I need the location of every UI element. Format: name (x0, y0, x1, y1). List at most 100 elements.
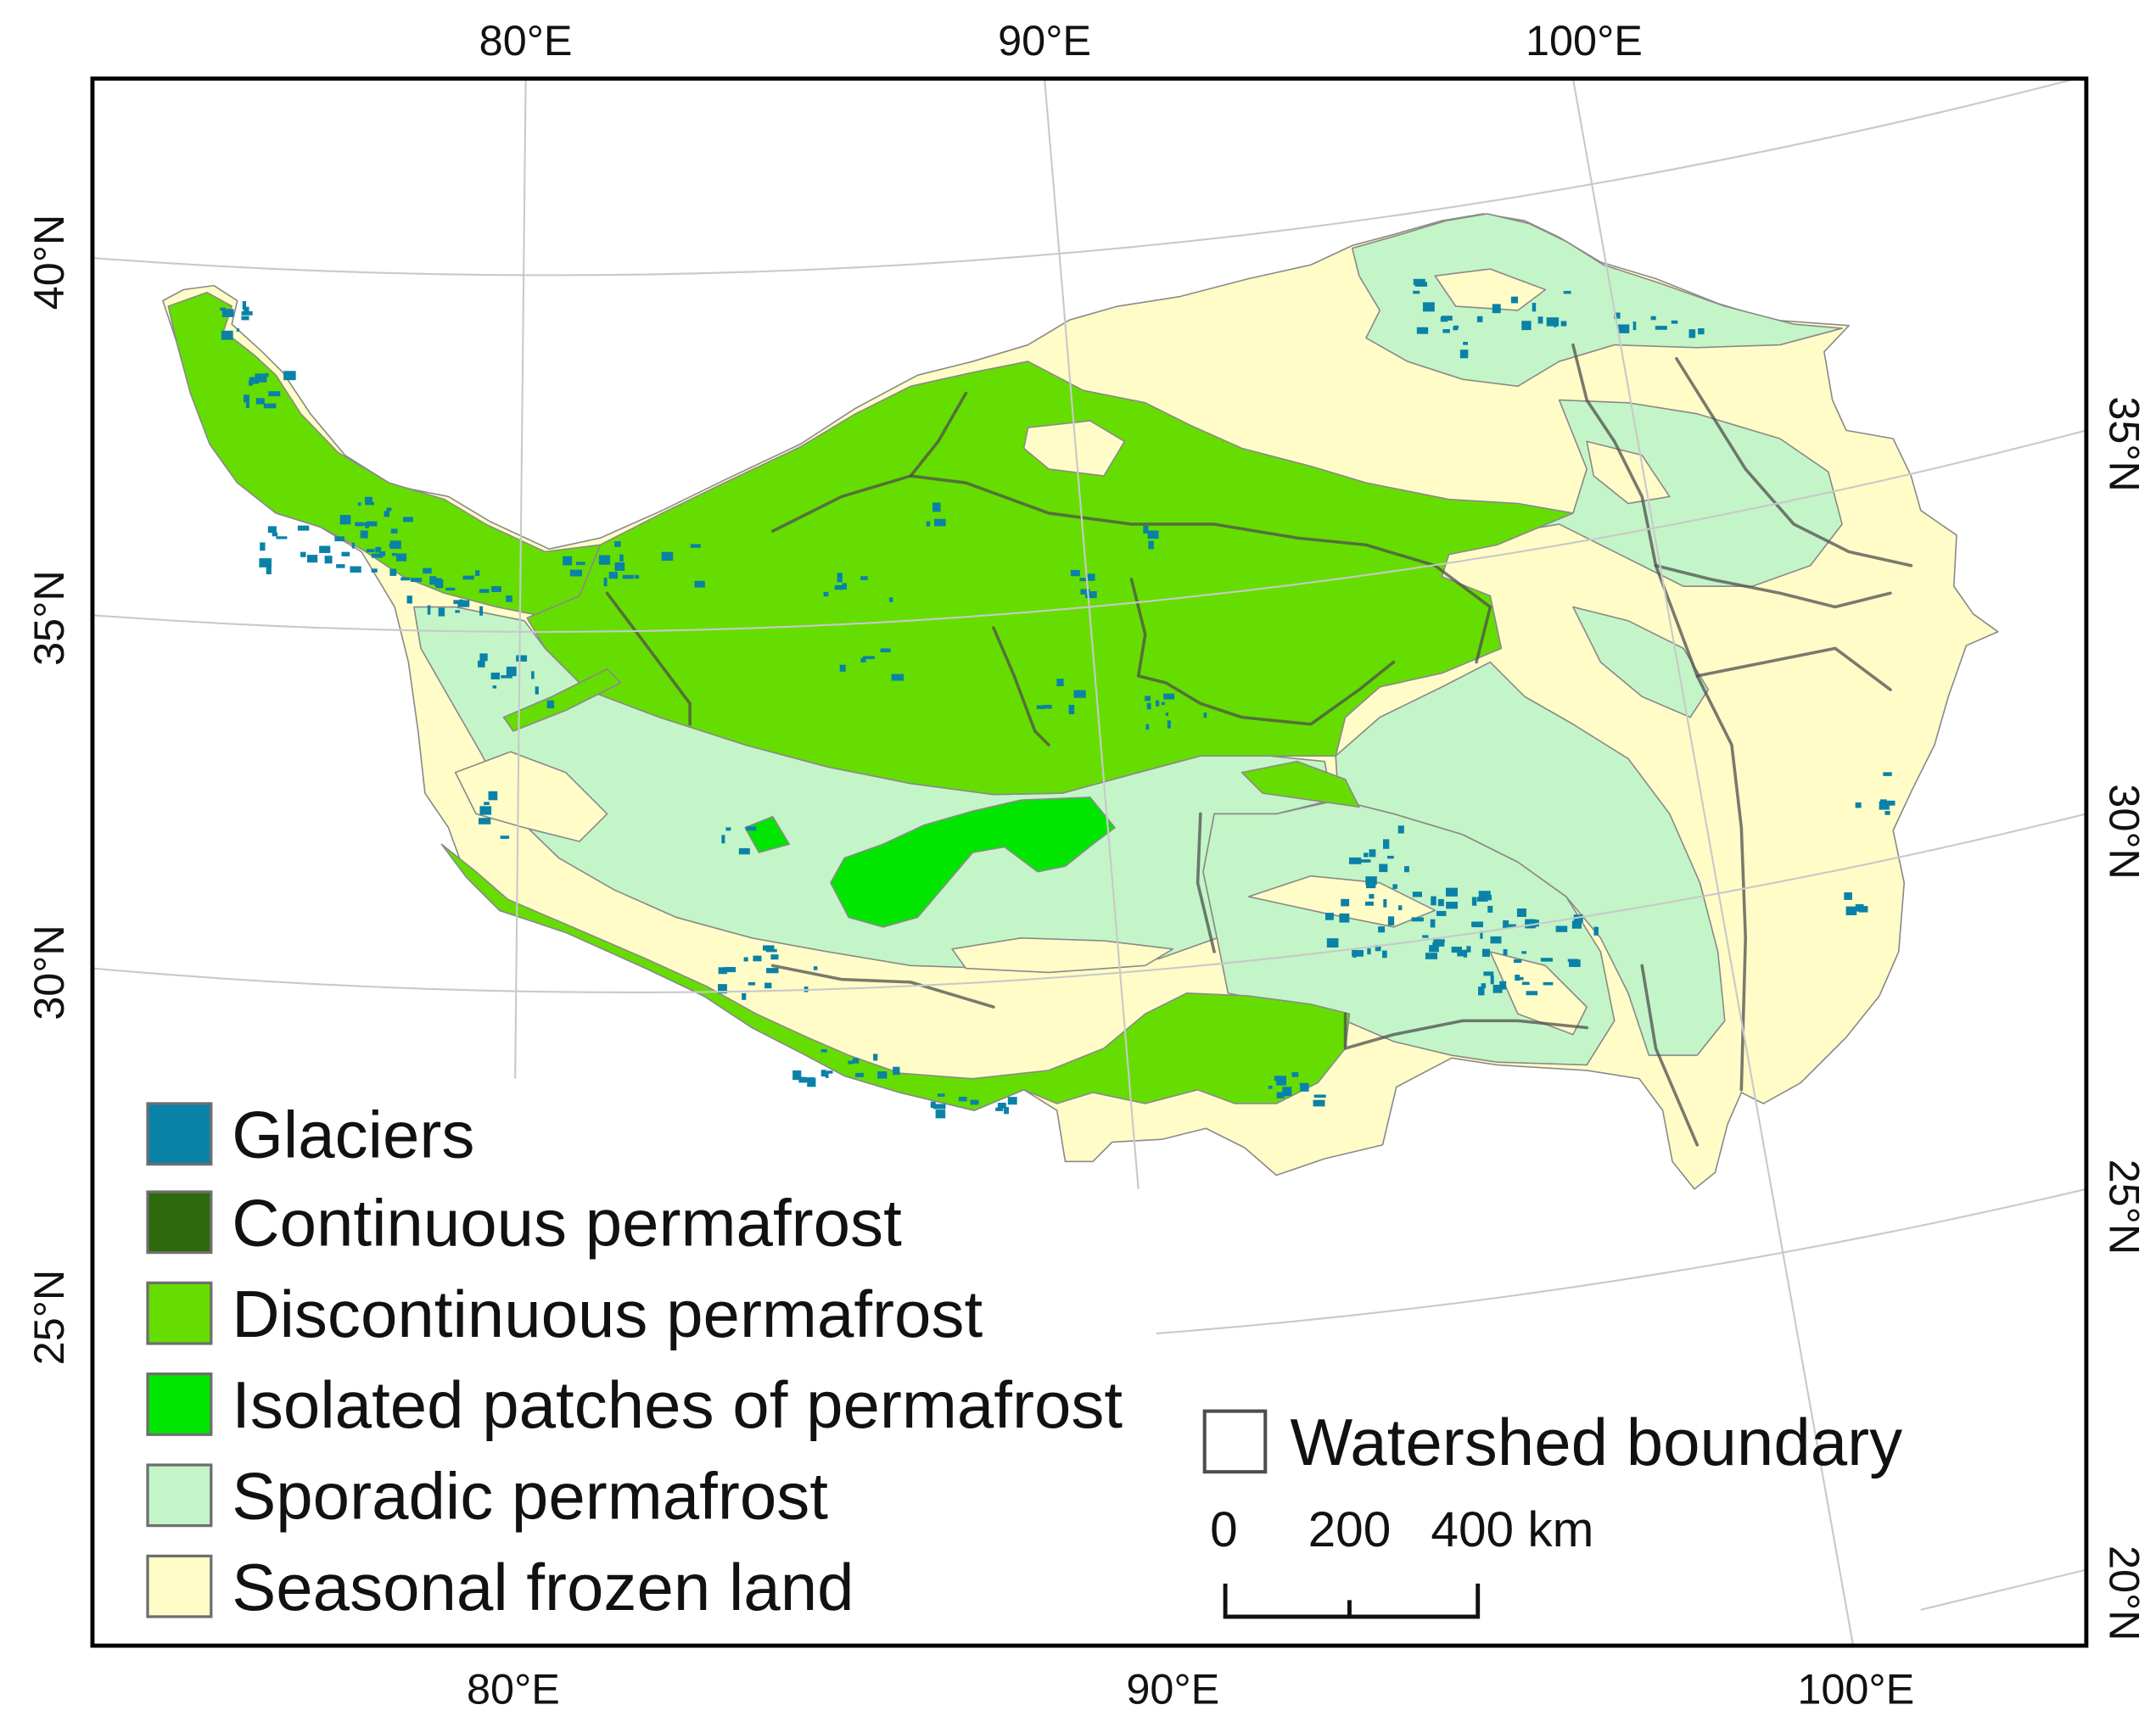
glacier-patch (1632, 321, 1637, 331)
glacier-patch (241, 316, 249, 321)
legend-label-isolated-permafrost: Isolated patches of permafrost (232, 1367, 1123, 1442)
watershed-line (605, 591, 692, 726)
left-label-40n: 40°N (25, 215, 73, 310)
watershed-line (1675, 357, 1913, 567)
glacier-patch (255, 373, 267, 383)
glacier-patch (792, 1070, 802, 1081)
glacier-patch (1398, 905, 1403, 910)
glacier-patch (1884, 811, 1890, 815)
glacier-patch (839, 664, 846, 672)
glacier-patch (753, 955, 762, 962)
legend-item-isolated-permafrost: Isolated patches of permafrost (146, 1367, 1123, 1442)
glacier-patch (1532, 302, 1537, 312)
glacier-patch (267, 526, 277, 534)
glacier-patch (406, 595, 412, 604)
glacier-patch (391, 552, 396, 556)
glacier-patch (1471, 897, 1477, 906)
legend-item-seasonal-frozen-land: Seasonal frozen land (146, 1550, 854, 1624)
glacier-patch (490, 672, 501, 679)
glacier-patch (932, 502, 941, 512)
legend-swatch-isolated-permafrost (146, 1372, 213, 1436)
right-label-20n: 20°N (2101, 1546, 2149, 1641)
glacier-patch (1433, 939, 1445, 943)
glacier-patch (438, 607, 445, 617)
glacier-patch (1268, 1085, 1273, 1089)
glacier-patch (1079, 578, 1088, 582)
glacier-patch (1378, 926, 1386, 933)
watershed-line (1695, 646, 1892, 691)
discontinuous-permafrost-patch (1240, 760, 1360, 808)
glacier-patch (930, 1101, 936, 1109)
glacier-patch (479, 653, 488, 662)
glacier-patch (1476, 897, 1488, 902)
glacier-patch (445, 587, 456, 591)
glacier-patch (297, 525, 310, 531)
glacier-patch (837, 573, 843, 583)
glacier-patch (1145, 696, 1151, 701)
glacier-patch (1070, 569, 1080, 577)
glacier-patch (1007, 1097, 1017, 1105)
glacier-patch (365, 496, 372, 506)
glacier-patch (888, 597, 893, 602)
sporadic-permafrost-region-northeast (1351, 213, 1843, 388)
glacier-patch (603, 578, 608, 587)
glacier-patch (1441, 316, 1453, 321)
scale-label-400-km: 400 km (1431, 1502, 1593, 1557)
glacier-patch (1593, 926, 1599, 936)
glacier-patch (1387, 855, 1394, 859)
glacier-patch (1453, 325, 1459, 329)
glacier-patch (350, 566, 361, 573)
legend-label-discontinuous-permafrost: Discontinuous permafrost (232, 1277, 983, 1351)
glacier-patch (933, 1104, 946, 1110)
glacier-patch (598, 555, 611, 565)
glacier-patch (1560, 321, 1567, 327)
glacier-patch (1004, 1107, 1009, 1115)
glacier-patch (933, 518, 946, 527)
watershed-line (1640, 964, 1700, 1147)
graticule (92, 78, 2086, 1646)
scale-bar: 0 200 400 km (1210, 1502, 1593, 1619)
graticule-parallel-20n (1920, 1568, 2086, 1611)
legend-label-watershed-boundary: Watershed boundary (1291, 1405, 1903, 1479)
glacier-patch (334, 536, 344, 542)
glacier-patch (1858, 906, 1868, 913)
glacier-patch (852, 1058, 860, 1064)
glacier-patch (770, 954, 779, 960)
glacier-patch (366, 549, 375, 553)
glacier-patch (1437, 898, 1444, 907)
glacier-patch (245, 401, 249, 409)
legend-item-watershed-boundary: Watershed boundary (1202, 1405, 1903, 1479)
glacier-patch (339, 515, 351, 525)
glacier-patch (1503, 948, 1508, 956)
glacier-patch (614, 541, 621, 547)
glacier-patch (220, 307, 227, 311)
glacier-patch (1487, 905, 1493, 913)
glacier-patch (1313, 1099, 1325, 1107)
glacier-patch (506, 666, 517, 677)
glacier-patch (1085, 590, 1097, 599)
glacier-patch (746, 826, 757, 831)
glacier-patch (694, 580, 705, 588)
glacier-patch (479, 589, 490, 593)
glacier-patch (762, 945, 775, 951)
scale-label-400: 400 (1431, 1502, 1514, 1557)
watershed-line (1433, 563, 1492, 664)
legend-swatch-discontinuous-permafrost (146, 1281, 213, 1345)
glacier-patch (804, 1077, 815, 1083)
glacier-patch (341, 551, 350, 556)
isolated-permafrost-region (830, 797, 1116, 928)
glacier-patch (1446, 902, 1458, 909)
glacier-layer (220, 278, 1896, 1119)
glacier-patch (958, 1096, 967, 1102)
glacier-patch (1369, 849, 1376, 858)
watershed-line (770, 474, 1437, 567)
isolated-permafrost-patch (744, 815, 791, 853)
glacier-patch (1339, 913, 1350, 923)
glacier-patch (429, 576, 437, 585)
glacier-patch (1569, 959, 1581, 967)
glacier-patch (997, 1102, 1006, 1109)
glacier-patch (855, 1072, 864, 1077)
glacier-patch (1472, 921, 1484, 928)
bottom-label-80e: 80°E (467, 1664, 560, 1713)
glacier-patch (1671, 320, 1678, 324)
